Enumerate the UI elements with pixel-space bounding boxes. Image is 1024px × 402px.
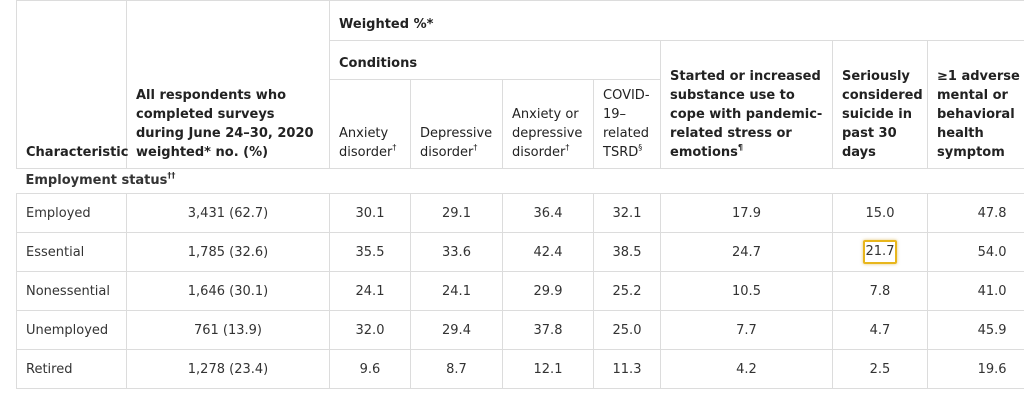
table-cell: 41.0 <box>926 271 1024 311</box>
table-cell: 29.1 <box>410 193 503 233</box>
table-cell: 24.1 <box>329 271 411 311</box>
table-cell: 2.5 <box>832 349 928 389</box>
table-cell: 47.8 <box>926 193 1024 233</box>
section-label: Employment status†† <box>16 168 1024 194</box>
table-cell: 3,431 (62.7) <box>126 193 330 233</box>
table-cell: 1,646 (30.1) <box>126 271 330 311</box>
table-cell: 4.2 <box>660 349 833 389</box>
table-cell: 11.3 <box>593 349 661 389</box>
table-cell: 7.8 <box>832 271 928 311</box>
col-header-suicide: Seriously considered suicide in past 30 … <box>832 40 928 169</box>
col-header-substance: Started or increased substance use to co… <box>660 40 833 169</box>
col-header-tsrd: COVID-19–related TSRD§ <box>593 79 661 169</box>
table-cell: 10.5 <box>660 271 833 311</box>
table-cell: 32.1 <box>593 193 661 233</box>
table-cell: 24.1 <box>410 271 503 311</box>
table-cell: 38.5 <box>593 232 661 272</box>
row-label: Employed <box>16 193 127 233</box>
col-header-all-respondents: All respondents who completed surveys du… <box>126 0 330 169</box>
highlighted-cell[interactable]: 21.7 <box>832 232 928 272</box>
table-cell: 37.8 <box>502 310 594 350</box>
table-cell: 7.7 <box>660 310 833 350</box>
row-label: Retired <box>16 349 127 389</box>
table-cell: 19.6 <box>926 349 1024 389</box>
row-label: Unemployed <box>16 310 127 350</box>
table-cell: 1,785 (32.6) <box>126 232 330 272</box>
col-header-adverse: ≥1 adverse mental or behavioral health s… <box>926 40 1024 169</box>
table-cell: 29.4 <box>410 310 503 350</box>
table-row: Unemployed 761 (13.9) 32.0 29.4 37.8 25.… <box>16 310 1024 350</box>
row-label: Essential <box>16 232 127 272</box>
col-header-depressive: Depressive disorder† <box>410 79 503 169</box>
col-header-weighted: Weighted %* <box>328 0 1024 41</box>
table-cell: 30.1 <box>329 193 411 233</box>
table-cell: 8.7 <box>410 349 503 389</box>
table-cell: 42.4 <box>502 232 594 272</box>
mental-health-table: Characteristic All respondents who compl… <box>16 0 1024 389</box>
table-cell: 33.6 <box>410 232 503 272</box>
row-label: Nonessential <box>16 271 127 311</box>
table-row: Retired 1,278 (23.4) 9.6 8.7 12.1 11.3 4… <box>16 349 1024 389</box>
table-cell: 17.9 <box>660 193 833 233</box>
table-cell: 24.7 <box>660 232 833 272</box>
table-cell: 36.4 <box>502 193 594 233</box>
col-header-anx-or-dep: Anxiety or depressive disorder† <box>502 79 594 169</box>
table-row: Essential 1,785 (32.6) 35.5 33.6 42.4 38… <box>16 232 1024 272</box>
table-cell: 45.9 <box>926 310 1024 350</box>
table-cell: 9.6 <box>329 349 411 389</box>
table-cell: 15.0 <box>832 193 928 233</box>
col-header-characteristic: Characteristic <box>16 0 128 169</box>
table-cell: 4.7 <box>832 310 928 350</box>
table-cell: 54.0 <box>926 232 1024 272</box>
col-header-anxiety: Anxiety disorder† <box>329 79 411 169</box>
table-cell: 25.0 <box>593 310 661 350</box>
table-row: Employed 3,431 (62.7) 30.1 29.1 36.4 32.… <box>16 193 1024 233</box>
table-cell: 1,278 (23.4) <box>126 349 330 389</box>
table-cell: 35.5 <box>329 232 411 272</box>
section-row: Employment status†† <box>16 168 1024 194</box>
table-cell: 12.1 <box>502 349 594 389</box>
table-row: Nonessential 1,646 (30.1) 24.1 24.1 29.9… <box>16 271 1024 311</box>
highlight-box[interactable]: 21.7 <box>862 240 898 264</box>
col-header-conditions: Conditions <box>329 40 661 80</box>
table-cell: 32.0 <box>329 310 411 350</box>
table-cell: 25.2 <box>593 271 661 311</box>
table-cell: 761 (13.9) <box>126 310 330 350</box>
table-cell: 29.9 <box>502 271 594 311</box>
